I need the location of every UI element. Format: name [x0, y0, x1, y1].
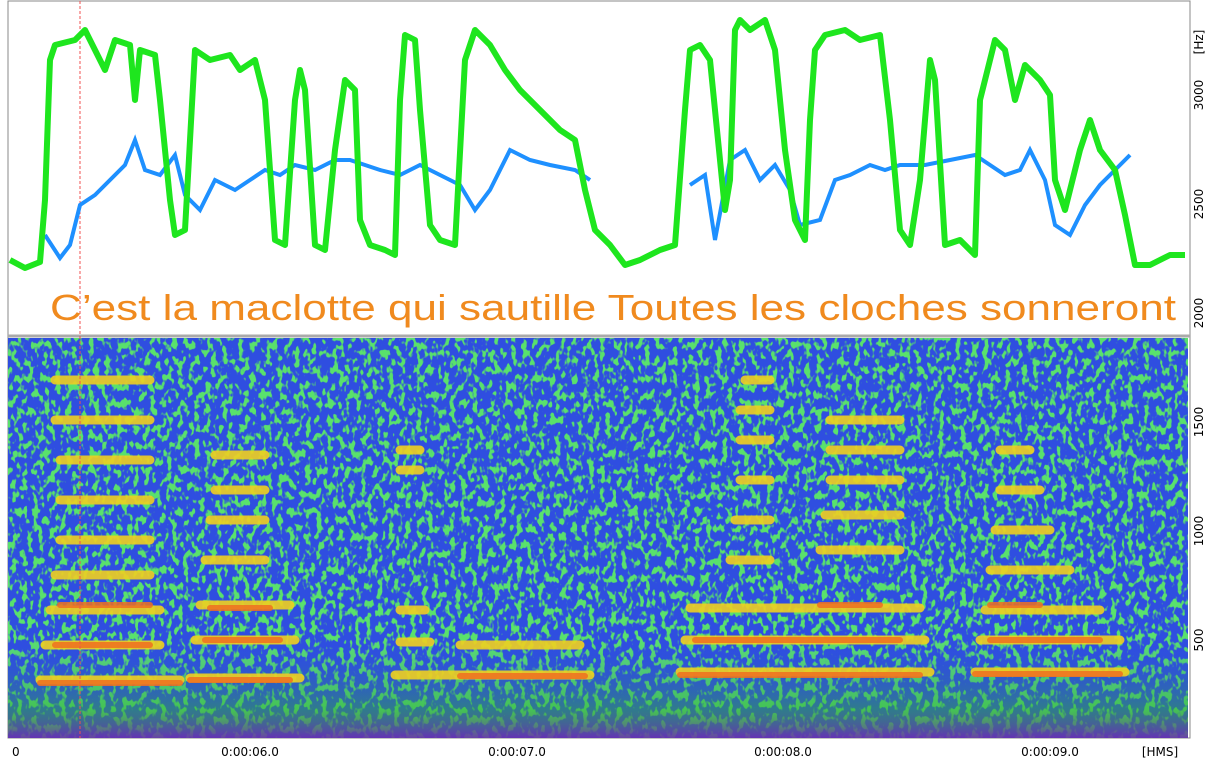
frequency-label: 1000 [1192, 516, 1206, 547]
time-unit: [HMS] [1142, 745, 1178, 759]
frequency-label: 1500 [1192, 407, 1206, 438]
time-label: 0 [12, 745, 20, 759]
time-label: 0:00:06.0 [221, 745, 279, 759]
spectrogram [8, 338, 1188, 738]
time-label: 0:00:08.0 [754, 745, 812, 759]
time-axis: 0 0:00:06.0 0:00:07.0 0:00:08.0 0:00:09.0 [HM… [12, 745, 1178, 759]
frequency-label: 500 [1192, 629, 1206, 652]
spectrogram-lowband [8, 640, 1188, 738]
time-label: 0:00:07.0 [488, 745, 546, 759]
frequency-label: 3000 [1192, 80, 1206, 111]
annotation: C’est la maclotte qui sautille Toutes le… [50, 287, 1176, 328]
pitch-curve [688, 145, 1132, 241]
harmonics [35, 375, 1130, 686]
frequency-unit: [Hz] [1192, 30, 1206, 55]
frequency-label: 2500 [1192, 189, 1206, 220]
frequency-axis: 500 1000 1500 2000 2500 3000 [Hz] [1192, 30, 1206, 652]
intensity-curve [8, 17, 1185, 271]
time-label: 0:00:09.0 [1021, 745, 1079, 759]
frequency-label: 2000 [1192, 298, 1206, 329]
